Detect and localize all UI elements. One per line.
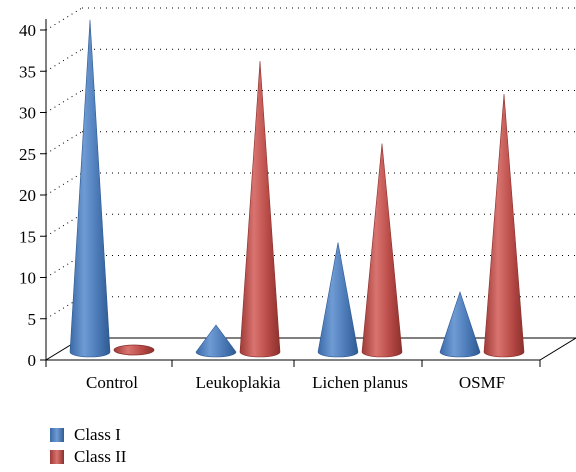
y-tick-label: 5	[28, 310, 37, 329]
legend-label-class-i: Class I	[74, 425, 121, 444]
legend-item-class-ii: Class II	[50, 446, 126, 468]
gridline-depth	[45, 48, 83, 72]
cone-class-ii-control	[113, 344, 155, 356]
y-tick-label: 15	[19, 227, 36, 246]
x-axis-labels: Control Leukoplakia Lichen planus OSMF	[45, 359, 541, 392]
cone-class-i-leukoplakia	[195, 324, 237, 358]
cone-class-i-lichen-planus	[317, 242, 359, 358]
cone-class-ii-lichen-planus	[361, 143, 403, 358]
cone-class-i-control	[69, 19, 111, 358]
cone-body	[69, 19, 111, 358]
y-tick-label: 30	[19, 104, 36, 123]
legend-swatch-class-i	[50, 428, 64, 442]
y-tick-label: 0	[28, 351, 37, 370]
cone-class-i-osmf	[439, 291, 481, 358]
cone-body	[361, 143, 403, 358]
x-category-label: Control	[86, 373, 138, 392]
cone-body	[483, 93, 525, 358]
cone-body	[239, 60, 281, 358]
legend-label-class-ii: Class II	[74, 447, 127, 466]
cone-class-ii-osmf	[483, 93, 525, 358]
y-tick-label: 10	[19, 269, 36, 288]
gridline-depth	[45, 7, 83, 31]
cone-body	[439, 291, 481, 358]
cone-body	[195, 324, 237, 358]
y-axis-ticks: 0 5 10 15 20 25 30 35 40	[19, 21, 46, 370]
y-tick-label: 35	[19, 62, 36, 81]
cones	[69, 19, 525, 358]
gridline-depth	[45, 131, 83, 155]
y-tick-label: 40	[19, 21, 36, 40]
cone-flat-base	[113, 344, 155, 356]
cone-body	[317, 242, 359, 358]
gridline-depth	[45, 90, 83, 113]
legend-swatch-class-ii	[50, 450, 64, 464]
x-category-label: Lichen planus	[312, 373, 408, 392]
legend: Class I Class II	[50, 424, 126, 468]
x-category-label: Leukoplakia	[196, 373, 281, 392]
gridline-depth	[45, 213, 83, 237]
y-tick-label: 20	[19, 186, 36, 205]
x-category-label: OSMF	[459, 373, 505, 392]
y-tick-label: 25	[19, 145, 36, 164]
cone-class-ii-leukoplakia	[239, 60, 281, 358]
gridline-depth	[45, 172, 83, 196]
legend-item-class-i: Class I	[50, 424, 126, 446]
